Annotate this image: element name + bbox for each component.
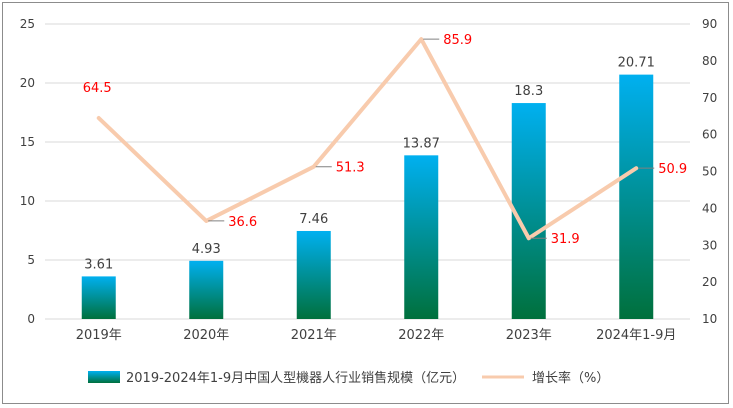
bar-data-label: 3.61 <box>84 257 113 272</box>
y-right-tick-label: 30 <box>702 238 717 252</box>
x-tick-label: 2023年 <box>506 328 552 343</box>
y-right-tick-label: 60 <box>702 128 717 142</box>
bar-data-label: 7.46 <box>299 212 328 227</box>
y-left-tick-label: 5 <box>27 253 35 267</box>
y-left-tick-label: 20 <box>20 76 35 90</box>
bar-data-label: 18.3 <box>514 84 543 99</box>
bar <box>189 260 224 319</box>
rate-data-label: 31.9 <box>551 232 580 247</box>
bar <box>404 155 439 319</box>
legend-bar-label: 2019-2024年1-9月中国人型機器人行业销售规模（亿元） <box>126 370 465 386</box>
rate-data-label: 50.9 <box>658 162 687 177</box>
bar-data-label: 13.87 <box>403 136 440 151</box>
x-tick-label: 2024年1-9月 <box>596 328 676 343</box>
bar-data-label: 20.71 <box>618 56 655 71</box>
bar <box>619 74 654 319</box>
chart-frame <box>2 2 729 404</box>
rate-data-label: 64.5 <box>83 81 112 96</box>
bar <box>511 103 546 319</box>
legend-bar-swatch <box>88 371 120 383</box>
x-tick-label: 2020年 <box>183 328 229 343</box>
rate-data-label: 36.6 <box>228 215 257 230</box>
y-right-tick-label: 20 <box>702 275 717 289</box>
bar <box>81 276 116 319</box>
y-left-tick-label: 15 <box>20 135 35 149</box>
y-right-tick-label: 90 <box>702 17 717 31</box>
y-left-tick-label: 25 <box>20 17 35 31</box>
x-tick-label: 2021年 <box>291 328 337 343</box>
rate-data-label: 85.9 <box>443 33 472 48</box>
y-right-tick-label: 70 <box>702 91 717 105</box>
y-right-tick-label: 50 <box>702 165 717 179</box>
y-right-tick-label: 80 <box>702 54 717 68</box>
y-left-tick-label: 0 <box>27 312 35 326</box>
legend-line-label: 增长率（%） <box>532 370 609 386</box>
y-right-tick-label: 10 <box>702 312 717 326</box>
growth-rate-line <box>96 37 639 241</box>
rate-data-label: 51.3 <box>336 161 365 176</box>
bar <box>296 230 331 319</box>
bar-data-label: 4.93 <box>192 242 221 257</box>
y-left-tick-label: 10 <box>20 194 35 208</box>
x-tick-label: 2019年 <box>76 328 122 343</box>
x-tick-label: 2022年 <box>398 328 444 343</box>
y-right-tick-label: 40 <box>702 201 717 215</box>
